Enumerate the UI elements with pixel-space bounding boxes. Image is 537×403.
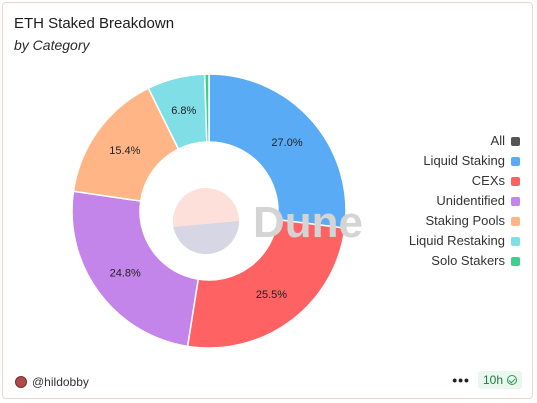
refresh-age: 10h xyxy=(482,373,503,387)
legend-label: CEXs xyxy=(471,173,505,188)
legend-item-liquid-restaking[interactable]: Liquid Restaking xyxy=(409,231,520,251)
check-circle-icon xyxy=(507,375,517,385)
legend-label: Solo Stakers xyxy=(431,253,505,268)
slice-label: 24.8% xyxy=(110,268,141,280)
author-link[interactable]: @hildobby xyxy=(15,375,89,389)
slice-solo-stakers[interactable] xyxy=(203,73,210,143)
legend-swatch xyxy=(511,176,520,186)
legend-label: All xyxy=(490,133,505,148)
legend-label: Staking Pools xyxy=(425,213,506,228)
legend-item-all[interactable]: All xyxy=(409,131,520,151)
slice-liquid-staking[interactable] xyxy=(208,73,347,230)
refresh-status-badge[interactable]: 10h xyxy=(477,371,522,389)
legend-item-staking-pools[interactable]: Staking Pools xyxy=(409,211,520,231)
slice-cexs[interactable] xyxy=(186,218,346,349)
legend-swatch xyxy=(511,256,520,266)
legend-swatch xyxy=(511,216,520,226)
slice-unidentified[interactable] xyxy=(71,190,200,348)
legend-swatch xyxy=(511,196,520,206)
legend-swatch xyxy=(511,136,520,146)
legend-item-solo-stakers[interactable]: Solo Stakers xyxy=(409,251,520,271)
chart-card: ETH Staked Breakdown by Category Dune 27… xyxy=(2,2,533,399)
legend-label: Liquid Staking xyxy=(423,153,505,168)
more-options-icon[interactable]: ••• xyxy=(452,372,470,388)
dune-watermark: Dune xyxy=(173,188,363,254)
watermark-text: Dune xyxy=(253,198,363,247)
slice-label: 27.0% xyxy=(271,137,302,149)
legend-item-liquid-staking[interactable]: Liquid Staking xyxy=(409,151,520,171)
slice-label: 25.5% xyxy=(256,289,287,301)
avatar xyxy=(15,376,27,388)
legend-item-cexs[interactable]: CEXs xyxy=(409,171,520,191)
slice-label: 6.8% xyxy=(171,105,196,117)
donut-chart: Dune 27.0% 25.5% 24.8% 15.4% 6.8% xyxy=(71,73,363,349)
legend-label: Liquid Restaking xyxy=(408,233,505,248)
chart-title: ETH Staked Breakdown xyxy=(14,15,175,32)
legend-item-unidentified[interactable]: Unidentified xyxy=(409,191,520,211)
author-name: @hildobby xyxy=(32,375,89,389)
legend-swatch xyxy=(511,236,520,246)
slice-label: 15.4% xyxy=(109,145,140,157)
legend-label: Unidentified xyxy=(436,193,505,208)
footer-actions: ••• 10h xyxy=(452,371,522,389)
legend: All Liquid Staking CEXs Unidentified Stakin… xyxy=(409,131,520,271)
legend-swatch xyxy=(511,156,520,166)
chart-subtitle: by Category xyxy=(14,37,90,53)
